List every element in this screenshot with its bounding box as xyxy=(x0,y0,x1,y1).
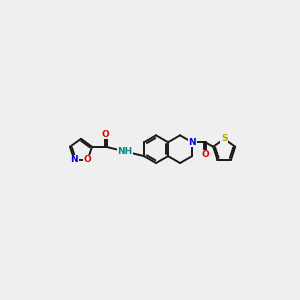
Text: O: O xyxy=(84,155,92,164)
Text: O: O xyxy=(201,151,209,160)
Text: N: N xyxy=(70,155,78,164)
Text: N: N xyxy=(188,138,196,147)
Text: O: O xyxy=(102,130,110,139)
Text: NH: NH xyxy=(117,147,133,156)
Text: S: S xyxy=(221,134,227,143)
